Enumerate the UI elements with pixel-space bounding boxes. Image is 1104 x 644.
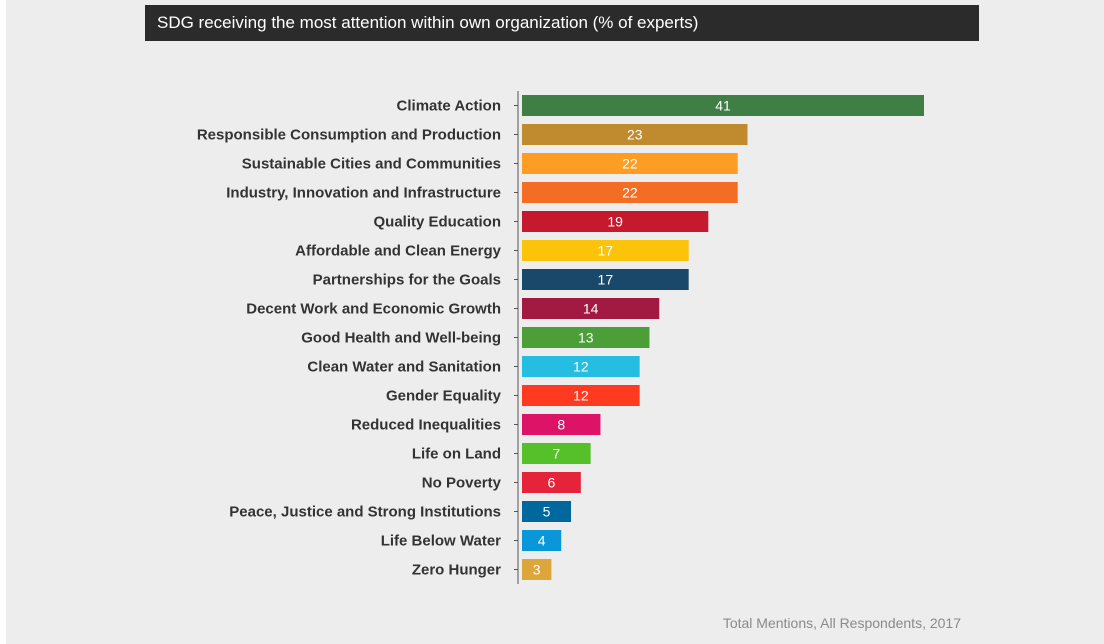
category-label: Life Below Water xyxy=(381,533,501,550)
category-label: Affordable and Clean Energy xyxy=(295,243,502,260)
bar xyxy=(522,269,689,290)
bar xyxy=(522,385,640,406)
value-label: 14 xyxy=(583,301,599,317)
bar xyxy=(522,559,552,580)
value-label: 5 xyxy=(543,504,551,520)
category-label: Sustainable Cities and Communities xyxy=(242,156,501,173)
value-label: 12 xyxy=(573,359,589,375)
value-label: 41 xyxy=(715,98,731,114)
source-footnote: Total Mentions, All Respondents, 2017 xyxy=(722,615,961,631)
category-label: Decent Work and Economic Growth xyxy=(246,301,501,318)
value-label: 8 xyxy=(557,417,565,433)
bar xyxy=(522,298,660,319)
category-label: Clean Water and Sanitation xyxy=(307,359,501,376)
bar xyxy=(522,327,650,348)
category-label: Industry, Innovation and Infrastructure xyxy=(226,185,501,202)
category-label: Climate Action xyxy=(397,98,501,115)
value-label: 4 xyxy=(538,533,546,549)
bar xyxy=(522,240,689,261)
value-label: 22 xyxy=(622,185,638,201)
value-label: 13 xyxy=(578,330,594,346)
bar xyxy=(522,443,591,464)
category-label: Zero Hunger xyxy=(412,562,501,579)
category-label: Quality Education xyxy=(373,214,501,231)
bar xyxy=(522,414,601,435)
value-label: 7 xyxy=(552,446,560,462)
category-label: Good Health and Well-being xyxy=(301,330,501,347)
value-label: 23 xyxy=(627,127,643,143)
bar xyxy=(522,153,738,174)
category-label: Life on Land xyxy=(412,446,501,463)
category-label: Peace, Justice and Strong Institutions xyxy=(229,504,501,521)
category-label: Responsible Consumption and Production xyxy=(197,127,501,144)
bar xyxy=(522,211,709,232)
bar xyxy=(522,501,572,522)
bars-group: Climate Action 41 Responsible Consumption … xyxy=(197,95,924,580)
bar xyxy=(522,356,640,377)
value-label: 22 xyxy=(622,156,638,172)
bar xyxy=(522,182,738,203)
value-label: 17 xyxy=(598,272,614,288)
category-label: Partnerships for the Goals xyxy=(313,272,501,289)
bar xyxy=(522,95,924,116)
value-label: 12 xyxy=(573,388,589,404)
category-label: Reduced Inequalities xyxy=(351,417,501,434)
bar xyxy=(522,124,748,145)
value-label: 19 xyxy=(607,214,623,230)
value-label: 17 xyxy=(598,243,614,259)
category-label: No Poverty xyxy=(422,475,502,492)
bar xyxy=(522,472,581,493)
chart-title: SDG receiving the most attention within … xyxy=(145,5,979,41)
value-label: 3 xyxy=(533,562,541,578)
category-label: Gender Equality xyxy=(386,388,502,405)
bar xyxy=(522,530,562,551)
value-label: 6 xyxy=(548,475,556,491)
